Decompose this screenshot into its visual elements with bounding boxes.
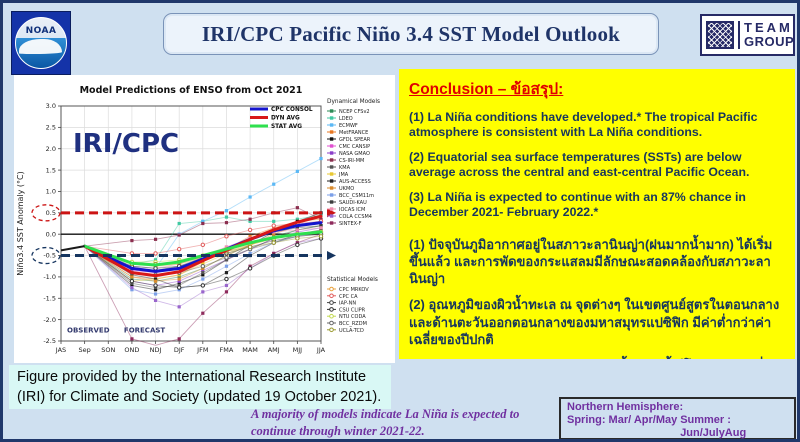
svg-text:MetFRANCE: MetFRANCE	[339, 130, 368, 136]
noaa-label: NOAA	[25, 26, 57, 36]
svg-text:Dynamical Models: Dynamical Models	[327, 99, 380, 105]
svg-text:2.5: 2.5	[46, 124, 56, 132]
svg-text:DYN AVG: DYN AVG	[271, 116, 300, 122]
group-label: GROUP	[744, 34, 795, 49]
conclusion-en-2: (2) Equatorial sea surface temperatures …	[409, 149, 750, 180]
svg-text:NCEP CFSv2: NCEP CFSv2	[339, 109, 370, 115]
conclusion-thai-group: (1) ปัจจุบันภูมิอากาศอยู่ในสภาวะลานินญ่า…	[409, 236, 785, 359]
svg-text:1.0: 1.0	[46, 188, 56, 196]
title-banner: IRI/CPC Pacific Niño 3.4 SST Model Outlo…	[163, 13, 659, 55]
svg-text:3.0: 3.0	[46, 102, 56, 110]
svg-text:FORECAST: FORECAST	[124, 326, 166, 334]
svg-text:LDEO: LDEO	[339, 116, 353, 122]
svg-text:KMA: KMA	[339, 165, 351, 171]
svg-text:-2.0: -2.0	[43, 316, 56, 324]
svg-text:OBSERVED: OBSERVED	[67, 326, 110, 334]
nh-spring: Spring: Mar/ Apr/May	[567, 414, 678, 426]
nh-summer: Summer : Jun/JulyAug	[680, 414, 747, 439]
figure-caption-box: Figure provided by the International Res…	[9, 365, 391, 409]
svg-text:-1.5: -1.5	[43, 294, 56, 302]
summary-note: A majority of models indicate La Niña is…	[251, 407, 520, 438]
svg-text:AUS-ACCESS: AUS-ACCESS	[339, 179, 371, 185]
svg-text:CMC CANSIP: CMC CANSIP	[339, 144, 370, 150]
svg-text:BCC_CSM11m: BCC_CSM11m	[339, 193, 374, 199]
svg-text:SAUDI-KAU: SAUDI-KAU	[339, 200, 367, 206]
svg-text:NTU CODA: NTU CODA	[339, 314, 366, 320]
svg-text:2.0: 2.0	[46, 145, 56, 153]
svg-text:-1.0: -1.0	[43, 273, 56, 281]
svg-text:MJJ: MJJ	[293, 346, 303, 354]
conclusion-en-3: (3) La Niña is expected to continue with…	[409, 189, 746, 220]
svg-text:DJF: DJF	[174, 346, 185, 354]
noaa-logo: NOAA	[11, 11, 71, 75]
svg-text:NDJ: NDJ	[150, 346, 162, 354]
svg-text:OND: OND	[124, 346, 139, 354]
svg-text:BCC_RZDM: BCC_RZDM	[339, 321, 367, 327]
conclusion-th-1: (1) ปัจจุบันภูมิอากาศอยู่ในสภาวะลานินญ่า…	[409, 236, 773, 287]
svg-text:FMA: FMA	[220, 346, 234, 354]
team-label: TEAM	[744, 20, 793, 35]
svg-text:STAT AVG: STAT AVG	[271, 124, 302, 130]
conclusion-box: Conclusion – ข้อสรุป: (1) La Niña condit…	[399, 69, 795, 359]
svg-text:UCLA-TCD: UCLA-TCD	[339, 328, 364, 334]
enso-plume-chart-panel: 3.0 2.5 2.0 1.5 1.0 0.5 0.0 -0.5 -1.0 -1.5 -2.0 -2.…	[14, 75, 395, 363]
svg-text:IRI/CPC: IRI/CPC	[73, 129, 179, 159]
svg-text:SON: SON	[101, 346, 115, 354]
enso-plume-chart: 3.0 2.5 2.0 1.5 1.0 0.5 0.0 -0.5 -1.0 -1.5 -2.0 -2.…	[16, 85, 380, 354]
noaa-emblem-icon: NOAA	[15, 17, 67, 69]
team-group-lattice-icon	[706, 21, 734, 49]
svg-text:-2.5: -2.5	[43, 337, 56, 345]
svg-text:CS-IRI-MM: CS-IRI-MM	[339, 158, 364, 164]
svg-text:NASA GMAO: NASA GMAO	[339, 151, 370, 157]
svg-text:Model Predictions of ENSO from: Model Predictions of ENSO from Oct 2021	[80, 85, 303, 96]
svg-text:CSU CLIPR: CSU CLIPR	[339, 307, 366, 313]
page-title: IRI/CPC Pacific Niño 3.4 SST Model Outlo…	[201, 21, 621, 46]
svg-text:0.5: 0.5	[46, 209, 56, 217]
svg-text:CPC CA: CPC CA	[339, 294, 358, 300]
conclusion-en-1: (1) La Niña conditions have developed.* …	[409, 110, 758, 140]
svg-text:JJA: JJA	[316, 346, 326, 354]
svg-text:Niño3.4 SST Anomaly (°C): Niño3.4 SST Anomaly (°C)	[16, 171, 25, 275]
conclusion-th-2: (2) อุณหภูมิของผิวน้ำทะเล ณ จุดต่างๆ ในเ…	[409, 297, 780, 347]
svg-text:CPC MRKOV: CPC MRKOV	[339, 287, 369, 293]
svg-text:IAP-NN: IAP-NN	[339, 301, 356, 307]
team-group-logo: TEAM GROUP	[700, 14, 795, 56]
svg-text:JMA: JMA	[338, 172, 349, 178]
svg-text:JFM: JFM	[196, 346, 208, 354]
svg-text:ECMWF: ECMWF	[339, 123, 358, 129]
svg-text:1.5: 1.5	[46, 166, 56, 174]
svg-text:MAM: MAM	[242, 346, 258, 354]
svg-text:JAS: JAS	[55, 346, 66, 354]
svg-text:COLA CCSM4: COLA CCSM4	[339, 214, 372, 220]
noaa-bird-icon	[19, 39, 62, 54]
nh-seasons-row-1: Spring: Mar/ Apr/May Summer : Jun/JulyAu…	[567, 414, 788, 439]
nh-title: Northern Hemisphere:	[567, 401, 684, 413]
svg-text:0.0: 0.0	[46, 230, 56, 238]
svg-text:SINTEX-F: SINTEX-F	[339, 221, 362, 227]
svg-text:IOCAS ICM: IOCAS ICM	[339, 207, 365, 213]
svg-text:CPC CONSOL: CPC CONSOL	[271, 107, 313, 113]
svg-text:UKMO: UKMO	[339, 186, 354, 192]
svg-text:GFDL SPEAR: GFDL SPEAR	[339, 137, 371, 143]
svg-text:-0.5: -0.5	[43, 252, 56, 260]
svg-text:AMJ: AMJ	[268, 346, 280, 354]
svg-text:Statistical Models: Statistical Models	[327, 277, 378, 283]
team-group-wordmark: TEAM GROUP	[738, 21, 794, 49]
northern-hemisphere-box: Northern Hemisphere: Spring: Mar/ Apr/Ma…	[559, 397, 796, 439]
conclusion-th-3: (3) ภูมิอากาศสภาวะลานินญ่า(ฝนมากน้ำมาก)น…	[409, 357, 785, 359]
svg-text:Sep: Sep	[79, 346, 91, 354]
figure-caption-text: Figure provided by the International Res…	[17, 369, 382, 405]
conclusion-heading: Conclusion – ข้อสรุป:	[409, 81, 564, 98]
